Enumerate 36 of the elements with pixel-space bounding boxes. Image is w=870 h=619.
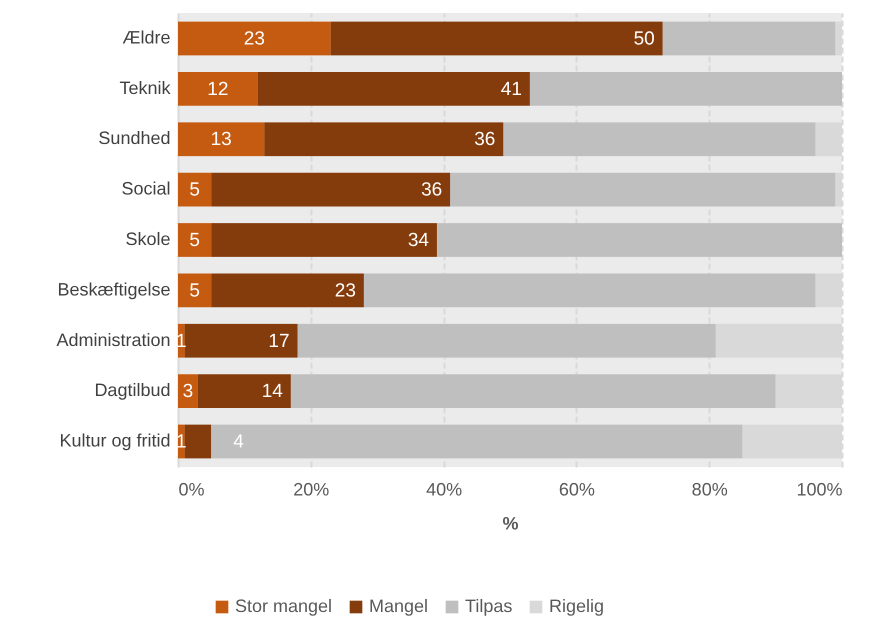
data-label: 36 <box>421 180 442 201</box>
x-tick-label: 60% <box>558 480 595 500</box>
x-tick-label: 100% <box>796 480 842 500</box>
data-label: 5 <box>189 280 200 302</box>
data-label: 3 <box>182 381 194 402</box>
data-label: 34 <box>408 230 430 251</box>
data-label: 13 <box>210 129 232 150</box>
x-tick-label: 40% <box>426 480 462 500</box>
data-label: 12 <box>207 78 228 100</box>
legend-label: Mangel <box>369 596 428 616</box>
x-tick-label: 20% <box>293 480 330 500</box>
data-label: 5 <box>189 230 200 251</box>
x-tick-label: 80% <box>692 480 728 500</box>
y-tick-label: Beskæftigelse <box>57 279 170 300</box>
data-label: 14 <box>262 381 284 402</box>
y-tick-label: Ældre <box>122 27 170 48</box>
data-label: 4 <box>233 432 244 453</box>
data-label: 23 <box>334 280 356 302</box>
y-tick-label: Administration <box>56 330 170 350</box>
data-label: 41 <box>500 78 522 100</box>
y-tick-label: Sundhed <box>98 128 170 148</box>
y-tick-label: Teknik <box>119 78 172 98</box>
y-tick-label: Kultur og fritid <box>59 430 170 451</box>
data-label: 23 <box>244 28 265 50</box>
y-tick-label: Social <box>121 178 170 199</box>
y-tick-label: Skole <box>125 229 170 249</box>
y-tick-label: Dagtilbud <box>94 380 170 400</box>
legend-label: Tilpas <box>465 596 512 616</box>
legend-label: Stor mangel <box>235 596 332 616</box>
x-tick-label: 0% <box>178 480 205 500</box>
data-label: 17 <box>268 330 290 352</box>
data-label: 5 <box>189 180 200 201</box>
data-label: 36 <box>474 129 496 150</box>
data-label: 50 <box>634 28 655 50</box>
x-axis-title: % <box>502 514 519 534</box>
legend-label: Rigelig <box>549 596 604 616</box>
